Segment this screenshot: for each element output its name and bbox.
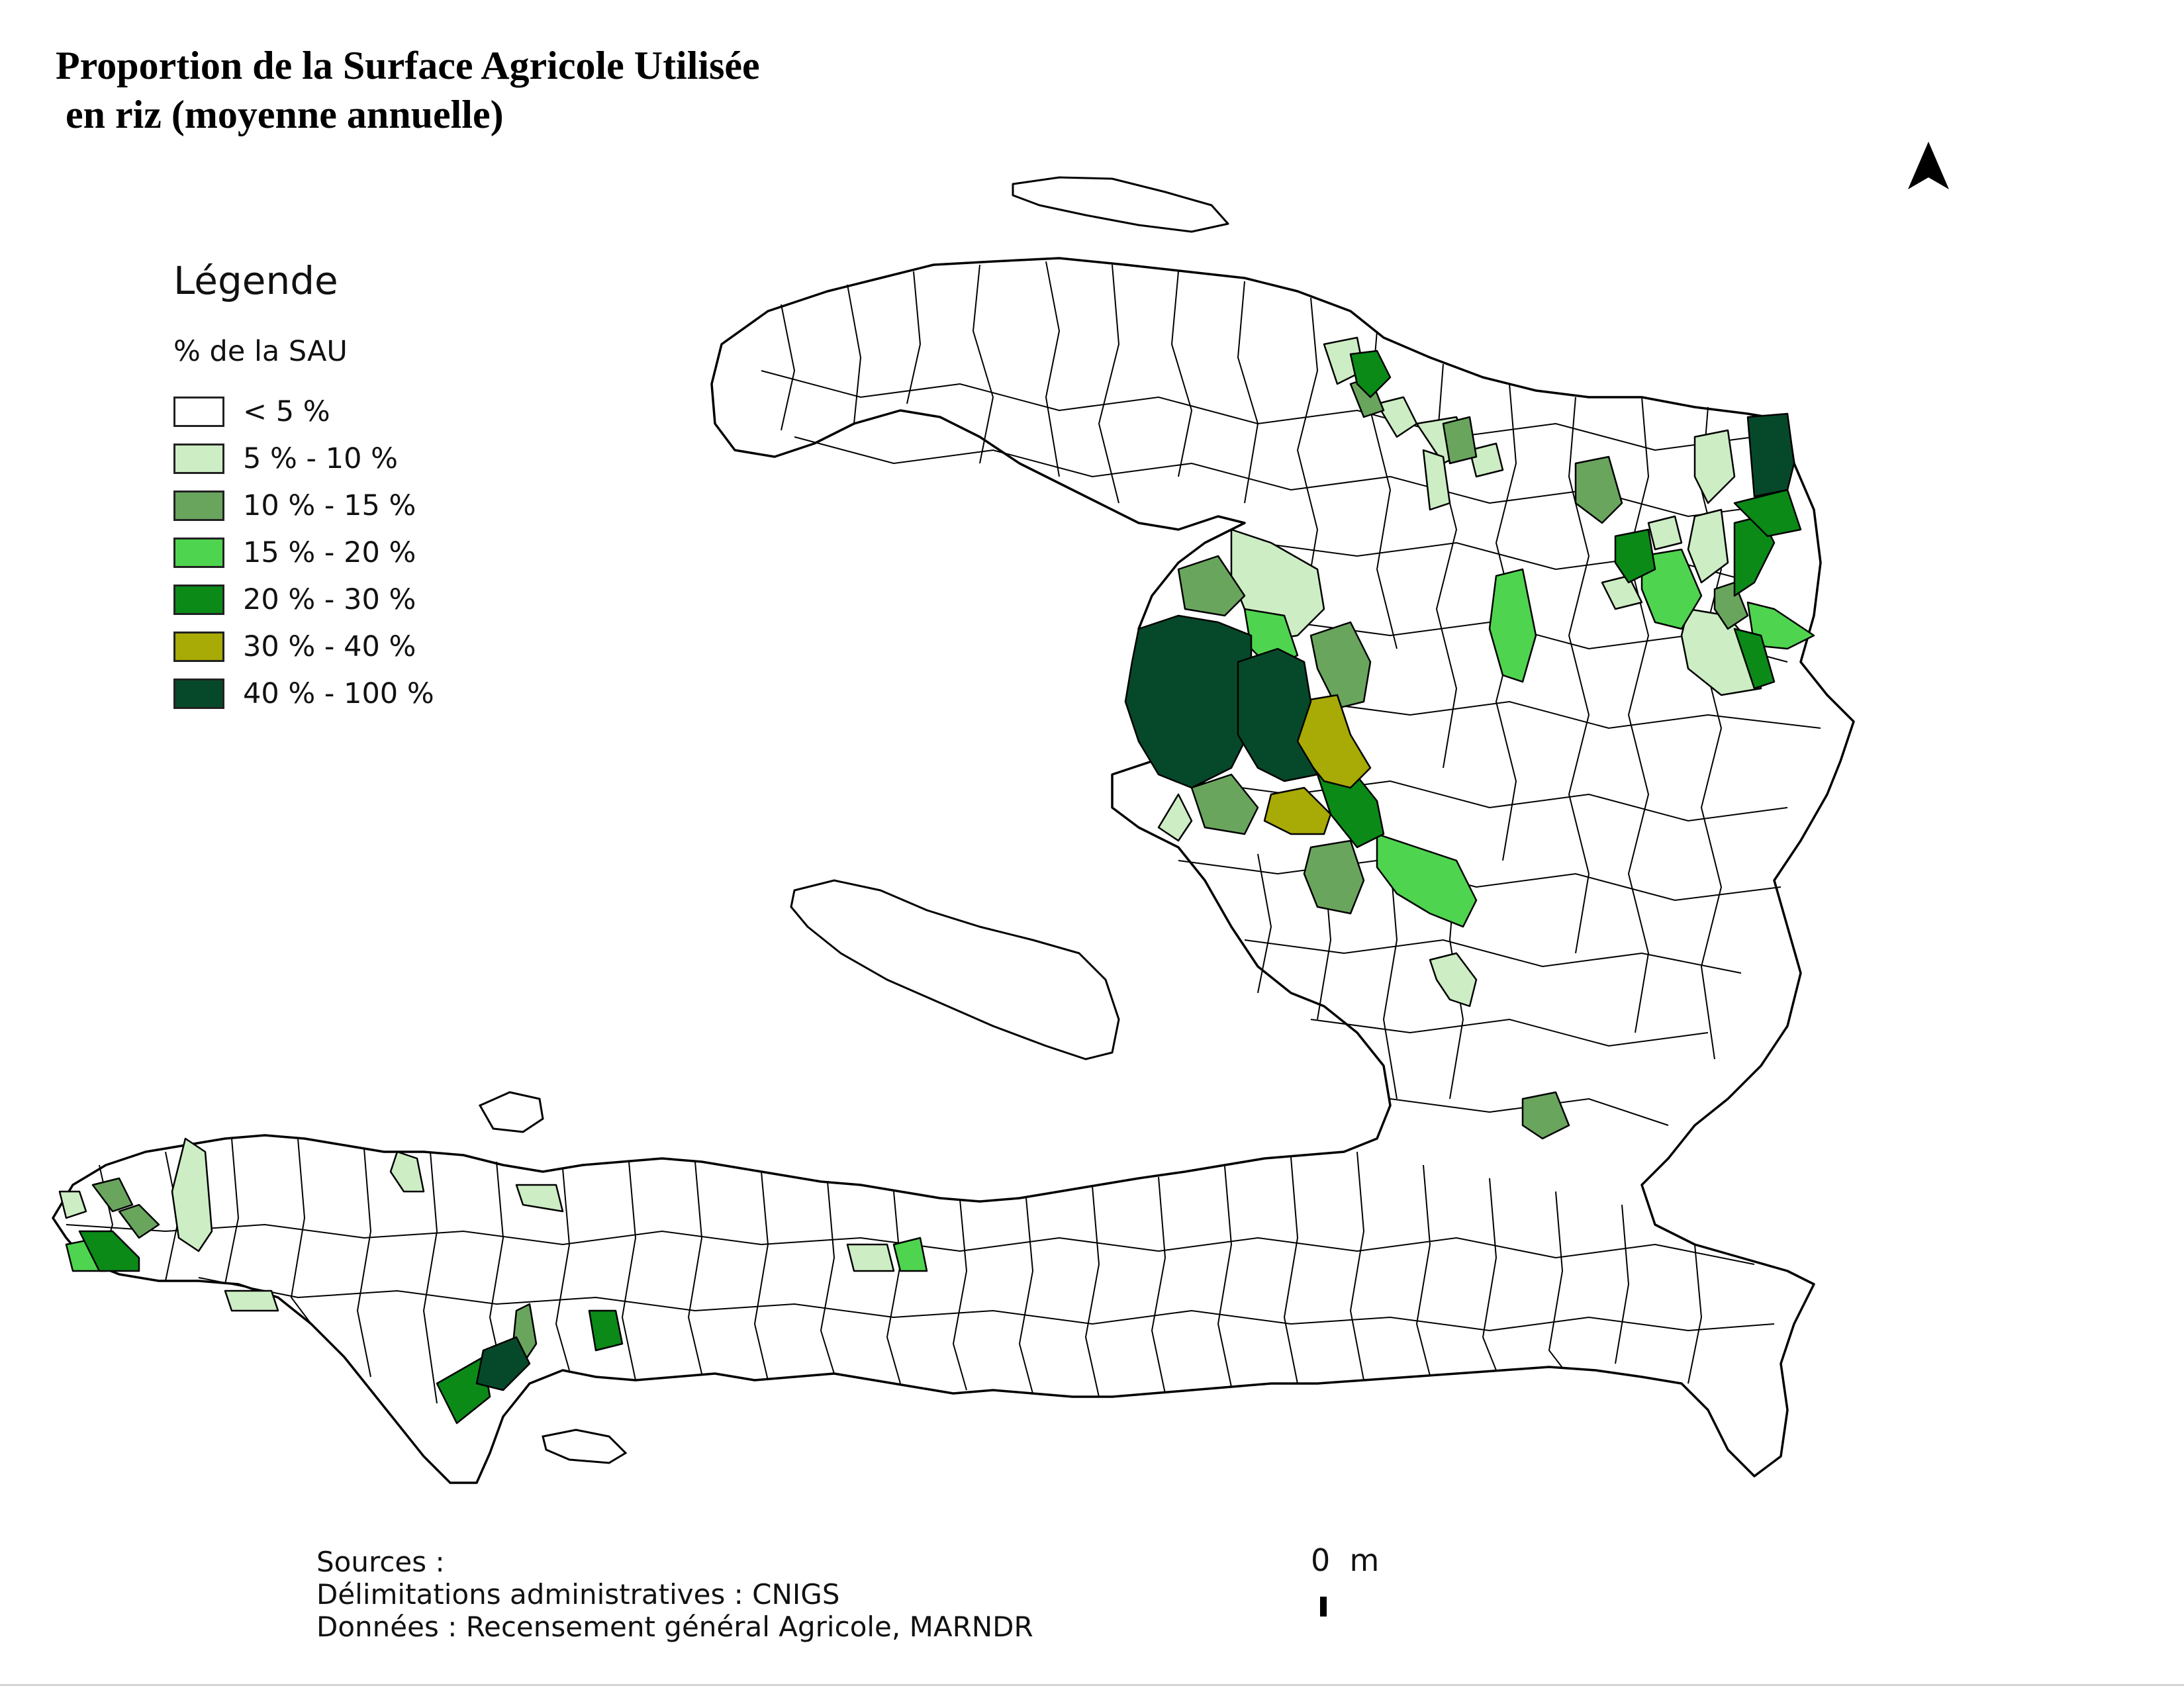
sources-line-1: Délimitations administratives : CNIGS bbox=[316, 1578, 840, 1611]
legend-label: 20 % - 30 % bbox=[243, 583, 416, 616]
legend-swatch bbox=[173, 678, 224, 709]
legend-swatch bbox=[173, 537, 224, 568]
legend-swatch bbox=[173, 631, 224, 662]
scale-label: 0 m bbox=[1311, 1542, 1380, 1578]
legend-item: 40 % - 100 % bbox=[173, 670, 434, 717]
legend-item: < 5 % bbox=[173, 388, 434, 435]
legend-subtitle: % de la SAU bbox=[173, 335, 348, 368]
sources-line-2: Données : Recensement général Agricole, … bbox=[316, 1611, 1033, 1643]
legend-items: < 5 % 5 % - 10 % 10 % - 15 % 15 % - 20 %… bbox=[173, 388, 434, 717]
haiti-mainland bbox=[52, 257, 1855, 1484]
legend-item: 5 % - 10 % bbox=[173, 435, 434, 482]
legend-label: 10 % - 15 % bbox=[243, 489, 416, 522]
legend-swatch bbox=[173, 396, 224, 427]
legend-label: 15 % - 20 % bbox=[243, 536, 416, 569]
small-island-north bbox=[478, 1091, 544, 1133]
class-40-100 bbox=[475, 412, 1795, 1391]
legend-title: Légende bbox=[173, 258, 338, 303]
sources-heading: Sources : bbox=[316, 1546, 445, 1578]
legend-swatch bbox=[173, 584, 224, 615]
class-20-30 bbox=[78, 350, 1802, 1425]
small-island-south bbox=[542, 1429, 628, 1464]
legend-item: 15 % - 20 % bbox=[173, 529, 434, 576]
map-title: Proportion de la Surface Agricole Utilis… bbox=[56, 44, 760, 136]
legend-swatch bbox=[173, 443, 224, 474]
gonave-island bbox=[790, 879, 1120, 1060]
legend-swatch bbox=[173, 490, 224, 521]
class-30-40 bbox=[1263, 694, 1372, 835]
legend-label: 30 % - 40 % bbox=[243, 630, 416, 663]
scale-bar-tick bbox=[1320, 1597, 1327, 1617]
tortue-island bbox=[1012, 176, 1229, 233]
legend-label: 5 % - 10 % bbox=[243, 442, 398, 475]
legend-item: 10 % - 15 % bbox=[173, 482, 434, 529]
class-10-15 bbox=[91, 376, 1749, 1365]
legend: Légende % de la SAU < 5 % 5 % - 10 % 10 … bbox=[173, 258, 434, 717]
legend-item: 30 % - 40 % bbox=[173, 623, 434, 670]
sources: Sources : Délimitations administratives … bbox=[316, 1546, 1033, 1643]
north-arrow-icon bbox=[1908, 142, 1949, 189]
class-15-20 bbox=[65, 548, 1815, 1272]
scale-bar: 0 m bbox=[1311, 1542, 1380, 1617]
bottom-rule bbox=[0, 1684, 2184, 1686]
legend-label: 40 % - 100 % bbox=[243, 677, 434, 710]
legend-item: 20 % - 30 % bbox=[173, 576, 434, 623]
legend-label: < 5 % bbox=[243, 395, 330, 428]
